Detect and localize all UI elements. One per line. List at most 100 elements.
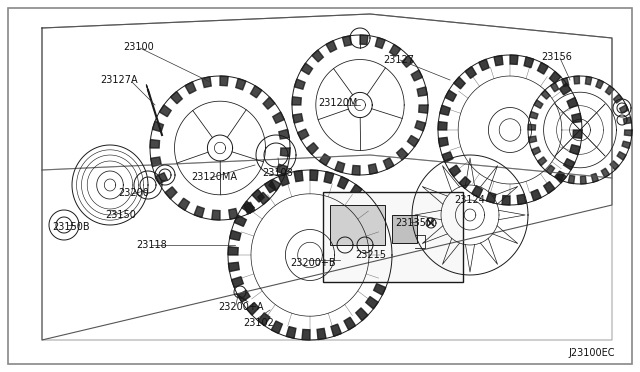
Polygon shape: [302, 330, 310, 340]
Polygon shape: [573, 76, 579, 84]
Polygon shape: [440, 105, 450, 115]
Polygon shape: [366, 296, 378, 309]
Polygon shape: [244, 202, 255, 214]
Polygon shape: [556, 171, 564, 180]
Polygon shape: [438, 137, 448, 147]
Polygon shape: [342, 36, 351, 46]
Polygon shape: [317, 328, 326, 340]
Polygon shape: [361, 195, 373, 208]
Polygon shape: [258, 192, 269, 205]
Polygon shape: [559, 83, 571, 95]
Bar: [323, 192, 463, 282]
Polygon shape: [374, 283, 386, 295]
Polygon shape: [445, 90, 456, 101]
Text: 23135M: 23135M: [395, 218, 435, 228]
Polygon shape: [280, 148, 290, 157]
Polygon shape: [279, 129, 289, 139]
Polygon shape: [170, 92, 182, 104]
Polygon shape: [331, 324, 341, 336]
Polygon shape: [572, 113, 582, 123]
Polygon shape: [617, 151, 626, 160]
Polygon shape: [310, 170, 318, 180]
Polygon shape: [625, 130, 632, 136]
Bar: [330, 205, 385, 245]
Text: 23124: 23124: [454, 195, 485, 205]
Polygon shape: [377, 222, 388, 233]
Polygon shape: [234, 215, 246, 227]
Polygon shape: [580, 176, 586, 184]
Text: 23118: 23118: [136, 240, 167, 250]
Polygon shape: [271, 321, 282, 334]
Polygon shape: [370, 208, 382, 220]
Polygon shape: [402, 55, 413, 67]
Polygon shape: [573, 130, 582, 138]
Polygon shape: [383, 158, 394, 169]
Polygon shape: [276, 164, 287, 175]
Polygon shape: [531, 189, 541, 201]
Polygon shape: [528, 124, 536, 130]
Polygon shape: [237, 290, 250, 302]
Polygon shape: [532, 147, 540, 155]
Polygon shape: [159, 105, 172, 117]
Polygon shape: [156, 173, 167, 184]
Polygon shape: [502, 196, 510, 205]
Polygon shape: [360, 35, 368, 45]
Polygon shape: [622, 141, 630, 148]
Polygon shape: [601, 168, 609, 177]
Polygon shape: [258, 313, 270, 326]
Text: 23200+B: 23200+B: [290, 258, 335, 268]
Text: 23150B: 23150B: [52, 222, 90, 232]
Polygon shape: [307, 143, 318, 154]
Polygon shape: [417, 87, 428, 96]
Text: 23150: 23150: [105, 210, 136, 220]
Polygon shape: [529, 136, 536, 143]
Polygon shape: [379, 270, 390, 280]
Polygon shape: [465, 67, 476, 78]
Polygon shape: [614, 94, 623, 103]
Polygon shape: [375, 37, 385, 48]
Polygon shape: [278, 174, 289, 186]
Text: 23102: 23102: [243, 318, 274, 328]
Polygon shape: [344, 317, 356, 330]
Polygon shape: [546, 165, 555, 174]
Polygon shape: [555, 171, 566, 183]
Polygon shape: [550, 71, 561, 83]
Polygon shape: [369, 164, 378, 174]
Polygon shape: [294, 170, 303, 182]
Polygon shape: [301, 63, 312, 74]
Polygon shape: [534, 100, 543, 108]
Polygon shape: [538, 62, 548, 74]
Polygon shape: [541, 90, 550, 99]
Polygon shape: [228, 247, 238, 255]
Polygon shape: [524, 57, 534, 68]
Polygon shape: [338, 176, 349, 189]
Text: 23127: 23127: [383, 55, 414, 65]
Polygon shape: [335, 161, 345, 173]
Polygon shape: [567, 97, 578, 108]
Polygon shape: [605, 86, 614, 95]
Polygon shape: [350, 184, 362, 197]
Text: 23127A: 23127A: [100, 75, 138, 85]
Polygon shape: [228, 208, 238, 219]
Polygon shape: [292, 114, 303, 123]
Polygon shape: [178, 198, 189, 210]
Polygon shape: [544, 182, 555, 193]
Polygon shape: [269, 179, 280, 191]
Text: 23200: 23200: [118, 188, 149, 198]
Polygon shape: [459, 177, 470, 189]
Text: 23200+A: 23200+A: [218, 302, 264, 312]
Polygon shape: [232, 277, 243, 288]
Polygon shape: [438, 122, 447, 130]
Polygon shape: [419, 105, 428, 113]
Polygon shape: [382, 255, 392, 263]
Polygon shape: [220, 76, 228, 86]
Polygon shape: [263, 97, 275, 109]
Polygon shape: [449, 165, 460, 177]
Polygon shape: [324, 171, 334, 183]
Polygon shape: [202, 77, 211, 87]
Polygon shape: [415, 121, 426, 131]
Polygon shape: [250, 86, 262, 98]
Polygon shape: [561, 78, 569, 87]
Polygon shape: [246, 302, 259, 315]
Polygon shape: [412, 70, 422, 81]
